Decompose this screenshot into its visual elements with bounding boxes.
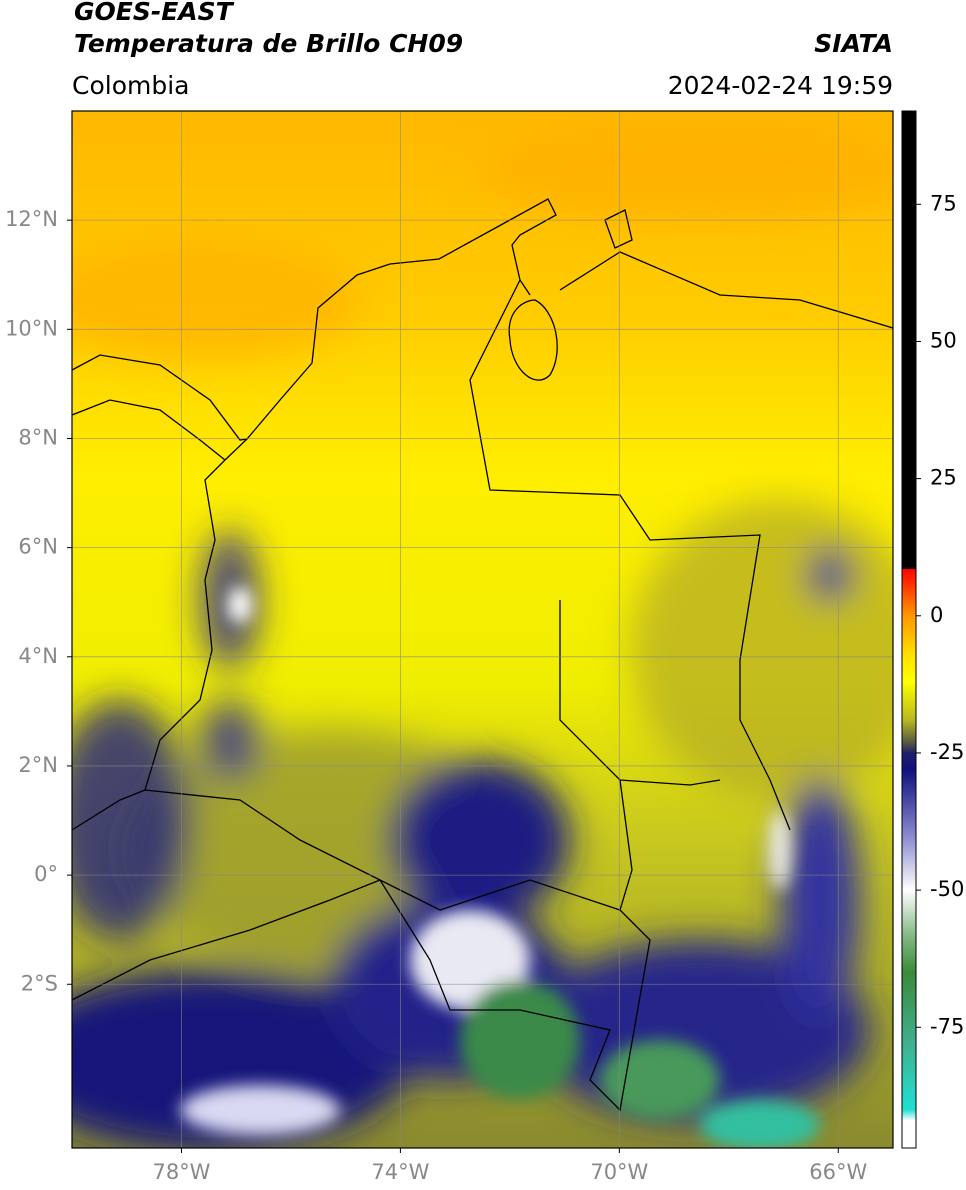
lon-tick-label: 74°W: [371, 1160, 429, 1184]
graticule: 78°W 74°W 70°W 66°W 12°N 10°N 8°N 6°N 4°N 2°N 0° 2°…: [5, 111, 893, 1184]
colorbar-tick-label: 75: [930, 191, 957, 215]
borders: [72, 198, 893, 1112]
lon-tick-label: 78°W: [152, 1160, 210, 1184]
colorbar-tick-label: -50: [930, 877, 964, 901]
lat-tick-label: 12°N: [5, 207, 58, 231]
colorbar: 75 50 25 0 -25 -50 -75: [901, 110, 964, 1149]
lon-tick-label: 70°W: [590, 1160, 648, 1184]
map-frame: [71, 110, 894, 1149]
datetime: 2024-02-24 19:59: [668, 71, 893, 100]
colorbar-tick-label: 25: [930, 466, 957, 490]
lon-tick-label: 66°W: [809, 1160, 867, 1184]
colorbar-fill: [901, 110, 917, 1149]
title: GOES-EAST: [74, 0, 235, 26]
subtitle: Temperatura de Brillo CH09: [74, 29, 463, 58]
colorbar-tick-label: 50: [930, 328, 957, 352]
colorbar-tick-label: -75: [930, 1014, 964, 1038]
colorbar-tick-label: -25: [930, 740, 964, 764]
region: Colombia: [72, 71, 189, 100]
lat-tick-label: 10°N: [5, 316, 58, 340]
lat-tick-label: 0°: [34, 862, 58, 886]
lat-tick-label: 2°N: [18, 753, 58, 777]
lat-tick-label: 2°S: [21, 971, 58, 995]
source: SIATA: [814, 29, 893, 58]
lat-tick-label: 6°N: [18, 535, 58, 559]
lat-tick-label: 4°N: [18, 644, 58, 668]
map-image: [72, 111, 893, 1148]
lat-tick-label: 8°N: [18, 425, 58, 449]
colorbar-tick-label: 0: [930, 603, 943, 627]
